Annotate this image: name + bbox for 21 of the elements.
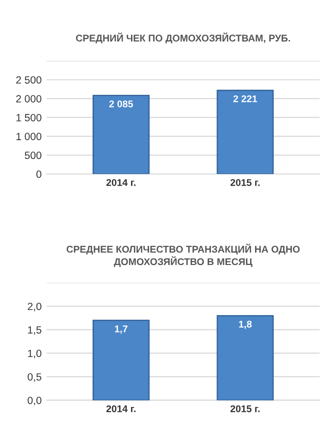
y-tick-label: 2,0: [28, 302, 42, 312]
y-tick-label: 500: [24, 152, 42, 160]
y-tick-label: 1,0: [28, 350, 42, 358]
y-tick-label: 0,0: [28, 396, 42, 406]
x-tick-label: 2014 г.: [106, 405, 136, 412]
y-tick-label: 0: [36, 170, 42, 178]
x-tick-label: 2015 г.: [230, 179, 260, 186]
chart-title: СРЕДНЕЕ КОЛИЧЕСТВО ТРАНЗАКЦИЙ НА ОДНО ДОМОХОЗЯЙСТВО В МЕСЯЦ: [66, 244, 300, 267]
data-label: 2 085: [109, 100, 133, 108]
y-tick-label: 1 500: [16, 114, 42, 122]
data-label: 1,7: [114, 326, 128, 334]
x-tick-label: 2015 г.: [230, 405, 260, 412]
y-tick-label: 1,5: [28, 326, 42, 335]
y-tick-label: 2 000: [16, 95, 42, 102]
x-tick-label: 2014 г.: [106, 179, 136, 186]
y-tick-label: 2 500: [16, 76, 42, 84]
y-tick-label: 1 000: [16, 132, 42, 140]
data-label: 1,8: [239, 320, 252, 330]
data-label: 2 221: [233, 95, 258, 102]
y-tick-label: 0,5: [28, 373, 42, 382]
chart-title: СРЕДНИЙ ЧЕК ПО ДОМОХОЗЯЙСТВАМ, РУБ.: [76, 32, 290, 44]
